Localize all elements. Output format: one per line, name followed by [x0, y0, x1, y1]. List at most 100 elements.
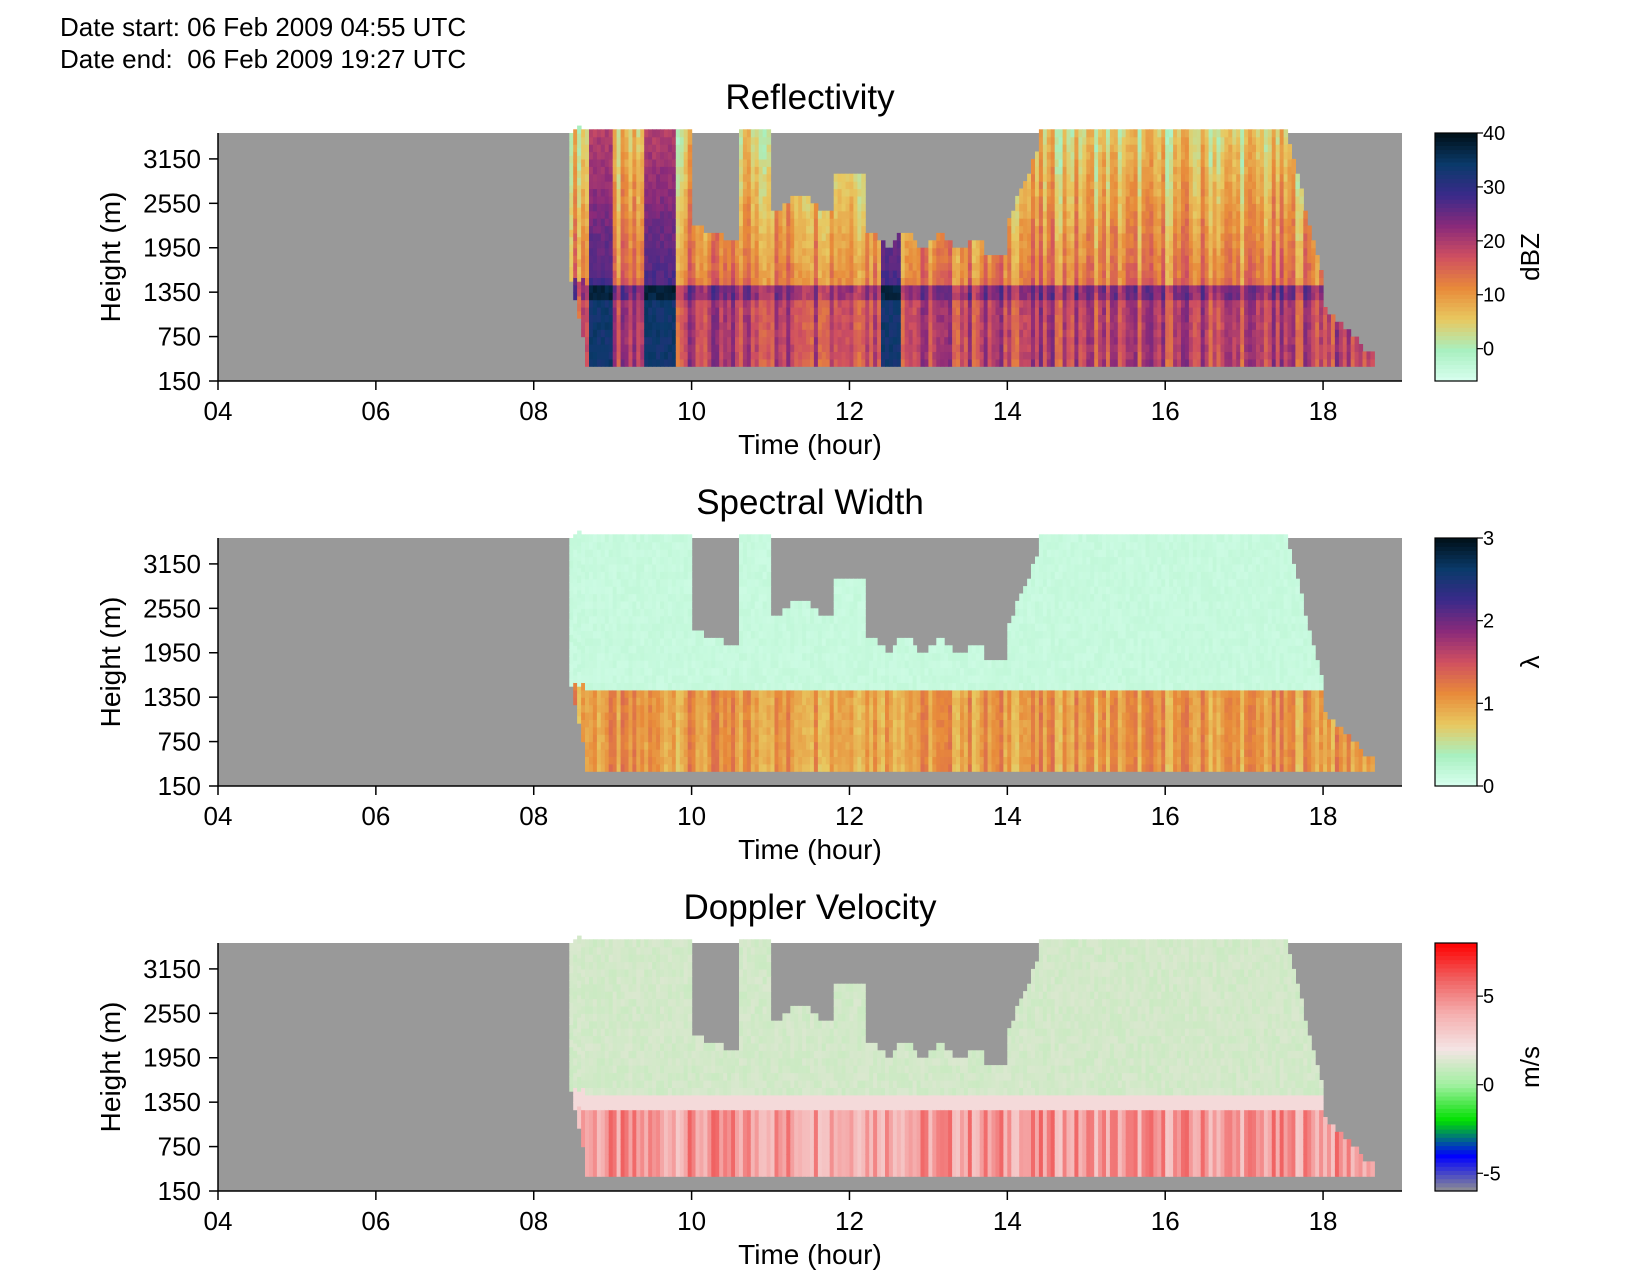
heatmap-cell: [703, 284, 708, 293]
heatmap-cell: [979, 314, 985, 323]
heatmap-cell: [944, 336, 949, 345]
heatmap-cell: [746, 336, 752, 345]
heatmap-cell: [1181, 351, 1186, 360]
heatmap-cell: [723, 329, 728, 338]
heatmap-cell: [699, 277, 704, 286]
heatmap-cell: [667, 247, 673, 256]
heatmap-cell: [1003, 336, 1008, 345]
heatmap-cell: [644, 188, 649, 197]
heatmap-cell: [1319, 344, 1324, 352]
heatmap-cell: [1256, 307, 1261, 315]
heatmap-cell: [936, 240, 941, 249]
heatmap-cell: [873, 240, 878, 249]
heatmap-cell: [1244, 351, 1249, 360]
heatmap-cell: [1078, 129, 1083, 138]
heatmap-cell: [912, 262, 918, 271]
heatmap-cell: [739, 158, 744, 167]
heatmap-cell: [1271, 166, 1277, 175]
heatmap-cell: [1303, 262, 1308, 271]
heatmap-cell: [1200, 225, 1206, 234]
heatmap-cell: [1070, 188, 1075, 197]
heatmap-cell: [612, 270, 618, 278]
heatmap-cell: [1038, 277, 1044, 286]
heatmap-cell: [656, 232, 661, 241]
heatmap-cell: [1113, 218, 1119, 227]
heatmap-cell: [1173, 129, 1178, 138]
heatmap-cell: [1295, 284, 1300, 293]
heatmap-cell: [1074, 173, 1079, 182]
heatmap-cell: [1177, 232, 1182, 241]
heatmap-cell: [616, 314, 622, 323]
heatmap-cell: [1125, 270, 1131, 278]
heatmap-cell: [1295, 270, 1300, 278]
heatmap-cell: [1184, 210, 1190, 219]
heatmap-cell: [1098, 336, 1103, 345]
heatmap-cell: [1200, 129, 1206, 138]
heatmap-cell: [656, 344, 661, 352]
heatmap-cell: [1035, 203, 1040, 212]
heatmap-cell: [1287, 158, 1292, 167]
heatmap-cell: [1145, 314, 1150, 323]
heatmap-cell: [1311, 358, 1316, 367]
heatmap-cell: [1244, 247, 1249, 256]
heatmap-cell: [869, 329, 874, 338]
heatmap-cell: [1090, 240, 1095, 249]
heatmap-cell: [1046, 255, 1052, 264]
heatmap-cell: [1192, 262, 1198, 271]
heatmap-cell: [581, 225, 586, 234]
heatmap-cell: [1188, 232, 1194, 241]
heatmap-cell: [1232, 270, 1237, 278]
heatmap-cell: [766, 232, 772, 241]
heatmap-cell: [735, 247, 740, 256]
heatmap-cell: [1074, 329, 1079, 338]
heatmap-cell: [754, 247, 760, 256]
heatmap-cell: [853, 255, 858, 264]
heatmap-cell: [1252, 255, 1257, 264]
heatmap-cell: [794, 351, 799, 360]
heatmap-cell: [1133, 299, 1139, 308]
heatmap-cell: [640, 129, 645, 138]
heatmap-cell: [944, 307, 949, 315]
heatmap-cell: [833, 299, 839, 308]
heatmap-cell: [592, 270, 598, 278]
heatmap-cell: [952, 292, 957, 301]
heatmap-cell: [881, 292, 886, 301]
heatmap-cell: [944, 344, 949, 352]
heatmap-cell: [908, 314, 914, 323]
heatmap-cell: [1224, 344, 1229, 352]
heatmap-cell: [683, 307, 689, 315]
heatmap-cell: [987, 299, 993, 308]
heatmap-cell: [762, 181, 768, 190]
heatmap-cell: [1153, 270, 1158, 278]
heatmap-cell: [707, 358, 712, 367]
heatmap-cell: [896, 292, 902, 301]
heatmap-cell: [687, 262, 693, 271]
heatmap-cell: [1283, 136, 1289, 145]
heatmap-cell: [656, 173, 661, 182]
heatmap-cell: [664, 136, 669, 145]
heatmap-cell: [857, 277, 862, 286]
heatmap-cell: [620, 151, 626, 160]
heatmap-cell: [1117, 181, 1123, 190]
heatmap-cell: [687, 232, 693, 241]
heatmap-cell: [1078, 321, 1083, 330]
heatmap-cell: [1256, 329, 1261, 338]
heatmap-cell: [1109, 240, 1115, 249]
heatmap-cell: [1169, 262, 1174, 271]
heatmap-cell: [656, 329, 661, 338]
heatmap-cell: [766, 277, 772, 286]
heatmap-cell: [1299, 336, 1304, 345]
heatmap-cell: [1082, 247, 1087, 256]
heatmap-cell: [1232, 173, 1237, 182]
heatmap-cell: [1035, 270, 1040, 278]
heatmap-cell: [845, 210, 850, 219]
heatmap-cell: [569, 214, 574, 223]
heatmap-cell: [770, 307, 775, 315]
heatmap-cell: [857, 351, 862, 360]
heatmap-cell: [675, 195, 681, 204]
heatmap-cell: [1074, 277, 1079, 286]
heatmap-cell: [742, 210, 748, 219]
heatmap-cell: [991, 292, 996, 301]
heatmap-cell: [1240, 284, 1245, 293]
heatmap-cell: [1031, 188, 1036, 197]
